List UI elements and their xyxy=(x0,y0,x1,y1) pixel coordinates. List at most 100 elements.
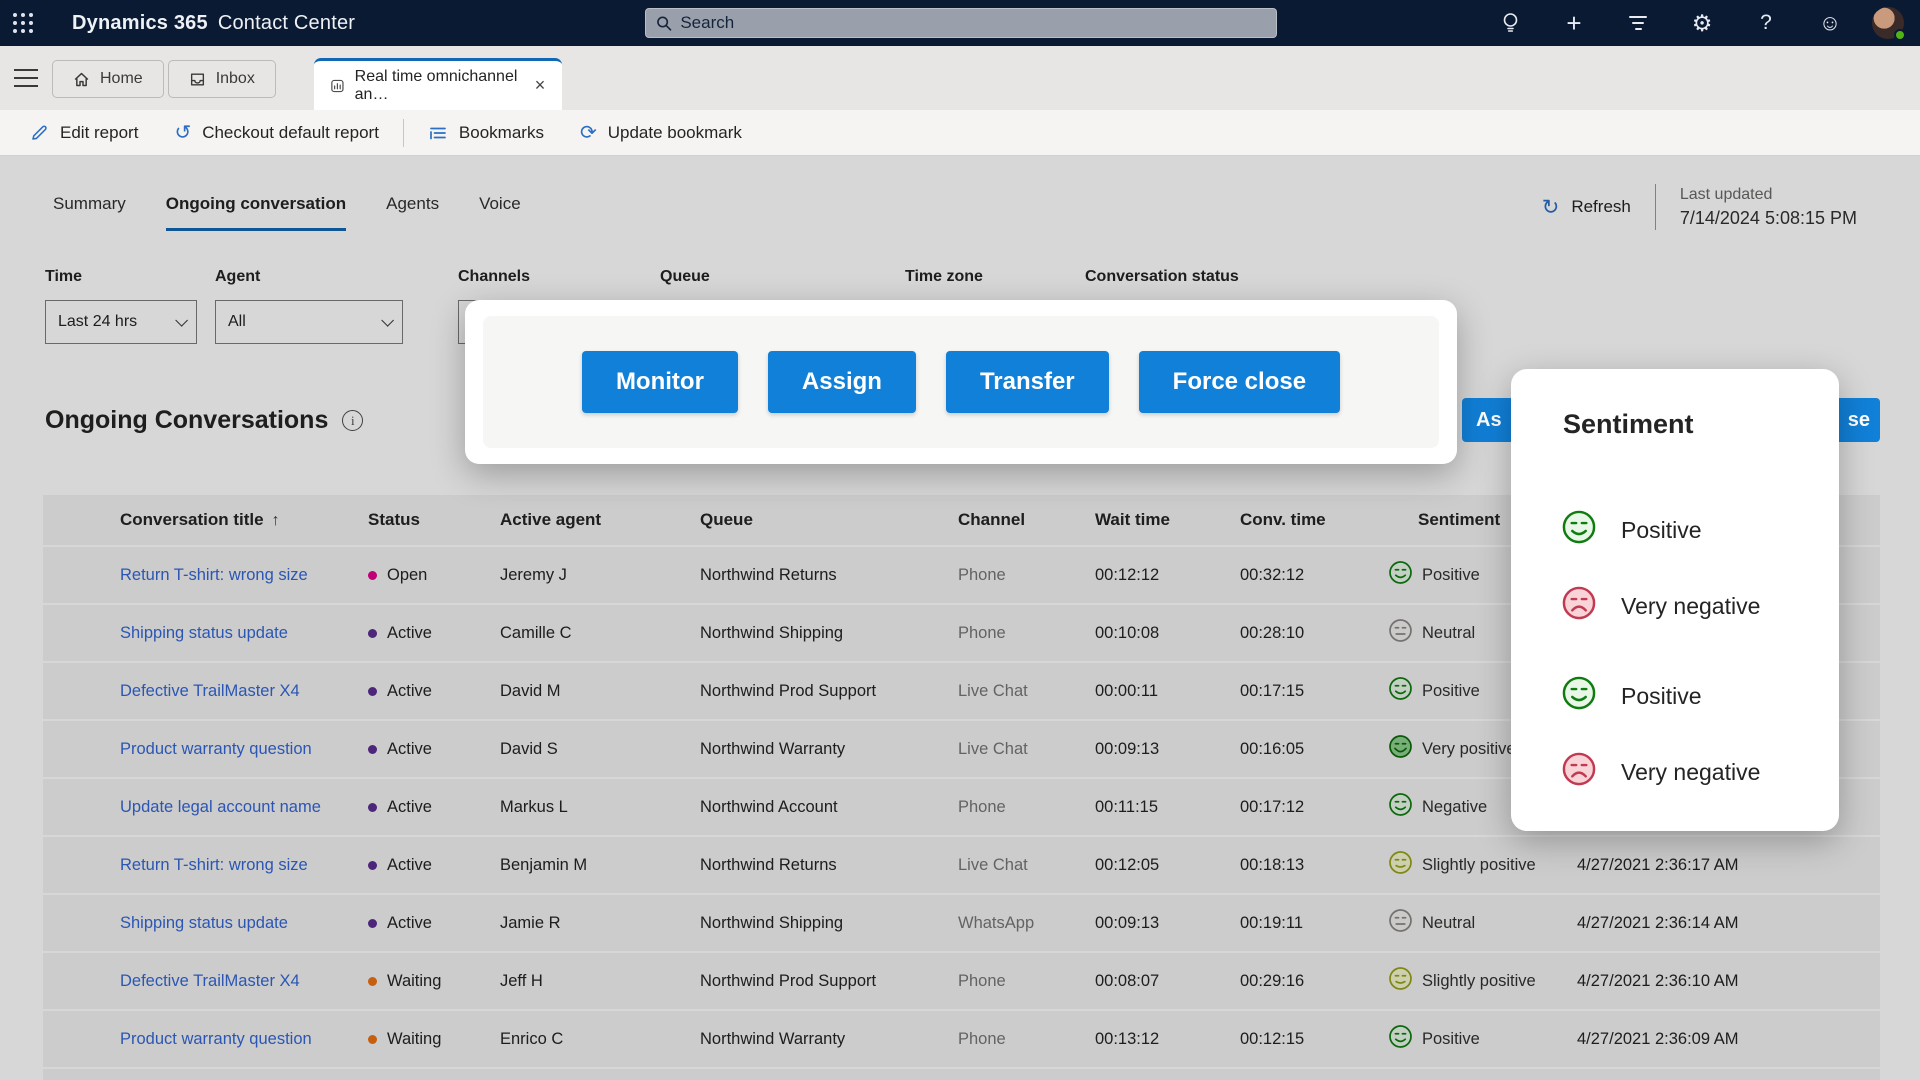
conv-time-cell: 00:29:16 xyxy=(1240,971,1305,990)
table-row: Defective TrailMaster X4 Waiting Jeff H … xyxy=(43,953,1880,1011)
table-row: Product warranty question Waiting Enrico… xyxy=(43,1011,1880,1069)
col-header-queue[interactable]: Queue xyxy=(700,510,753,529)
info-icon[interactable]: i xyxy=(342,410,364,431)
chevron-down-icon xyxy=(175,313,188,327)
monitor-button[interactable]: Monitor xyxy=(581,351,738,413)
sentiment-face-icon xyxy=(1388,618,1413,648)
filter-icon[interactable] xyxy=(1606,0,1670,46)
conversation-title-link[interactable]: Shipping status update xyxy=(120,913,288,932)
wait-time-cell: 00:11:15 xyxy=(1095,797,1159,816)
channel-cell: Phone xyxy=(958,623,1006,642)
sentiment-cell: Neutral xyxy=(1388,908,1577,938)
settings-gear-icon[interactable]: ⚙ xyxy=(1691,9,1713,36)
sync-icon: ⟳ xyxy=(579,121,597,144)
top-app-bar: Dynamics 365 Contact Center + ⚙ ? ☺ xyxy=(0,0,1920,46)
edit-report-button[interactable]: Edit report xyxy=(0,110,156,155)
inbox-icon xyxy=(190,72,204,86)
tab-real-time-omnichannel-analytics[interactable]: Real time omnichannel an… × xyxy=(313,58,562,110)
active-agent-cell: Jeff H xyxy=(500,971,543,990)
tab-voice[interactable]: Voice xyxy=(479,194,521,213)
col-header-sentiment[interactable]: Sentiment xyxy=(1418,510,1501,529)
tab-ongoing-conversation[interactable]: Ongoing conversation xyxy=(165,194,347,231)
checkout-default-report-button[interactable]: ↺ Checkout default report xyxy=(156,110,396,155)
transfer-button[interactable]: Transfer xyxy=(945,351,1109,413)
tab-summary[interactable]: Summary xyxy=(53,194,126,213)
conversation-title-link[interactable]: Defective TrailMaster X4 xyxy=(120,971,300,990)
col-header-channel[interactable]: Channel xyxy=(958,510,1026,529)
tab-home-label: Home xyxy=(100,70,143,87)
status-dot xyxy=(368,686,377,696)
app-launcher-waffle-icon[interactable] xyxy=(0,0,46,46)
conversation-title-link[interactable]: Return T-shirt: wrong size xyxy=(120,855,308,874)
assign-button-fragment[interactable]: As xyxy=(1462,398,1512,442)
add-icon[interactable]: + xyxy=(1566,7,1582,38)
sentiment-legend-item: Positive xyxy=(1561,509,1702,551)
undo-icon: ↺ xyxy=(174,121,192,144)
col-header-active-agent[interactable]: Active agent xyxy=(500,510,602,529)
col-header-wait-time[interactable]: Wait time xyxy=(1095,510,1170,529)
col-header-status[interactable]: Status xyxy=(368,510,420,529)
bookmarks-button[interactable]: Bookmarks xyxy=(410,110,562,155)
report-canvas: Summary Ongoing conversation Agents Voic… xyxy=(0,156,1920,1080)
refresh-icon: ↻ xyxy=(1541,195,1560,219)
wait-time-cell: 00:09:13 xyxy=(1095,913,1160,932)
sentiment-face-icon xyxy=(1388,966,1413,996)
filter-time-dropdown[interactable]: Last 24 hrs xyxy=(45,300,197,344)
queue-cell: Northwind Warranty xyxy=(700,739,846,758)
table-row: Return T-shirt: wrong size Active Benjam… xyxy=(43,837,1880,895)
wait-time-cell: 00:00:11 xyxy=(1095,681,1159,700)
active-agent-cell: Camille C xyxy=(500,623,572,642)
sentiment-label: Very positive xyxy=(1422,739,1516,758)
conversation-title-link[interactable]: Product warranty question xyxy=(120,1029,312,1048)
filter-agent-label: Agent xyxy=(215,268,261,285)
avatar[interactable] xyxy=(1872,7,1906,41)
filter-agent-dropdown[interactable]: All xyxy=(215,300,403,344)
hamburger-menu-icon[interactable] xyxy=(0,46,52,110)
status-dot xyxy=(368,1034,377,1044)
filter-conversation-status: Conversation status xyxy=(1085,268,1239,300)
update-bookmark-label: Update bookmark xyxy=(607,122,742,142)
very-negative-face-icon xyxy=(1561,585,1597,627)
feedback-smiley-icon[interactable]: ☺ xyxy=(1818,10,1842,35)
tab-home[interactable]: Home xyxy=(52,60,164,98)
conversation-title-link[interactable]: Product warranty question xyxy=(120,739,312,758)
active-agent-cell: Markus L xyxy=(500,797,568,816)
status-cell: Open xyxy=(368,566,500,585)
conversation-title-link[interactable]: Defective TrailMaster X4 xyxy=(120,681,300,700)
sentiment-face-icon xyxy=(1388,560,1413,590)
lightbulb-icon[interactable] xyxy=(1478,0,1542,46)
help-icon[interactable]: ? xyxy=(1760,11,1772,34)
conversation-title-link[interactable]: Update legal account name xyxy=(120,797,321,816)
conversation-title-link[interactable]: Return T-shirt: wrong size xyxy=(120,565,308,584)
conversation-title-link[interactable]: Shipping status update xyxy=(120,623,288,642)
search-input[interactable] xyxy=(680,13,1266,33)
queue-cell: Northwind Prod Support xyxy=(700,681,877,700)
queue-cell: Northwind Account xyxy=(700,797,838,816)
wait-time-cell: 00:09:13 xyxy=(1095,739,1160,758)
sentiment-cell: Slightly positive xyxy=(1388,966,1577,996)
force-close-button[interactable]: Force close xyxy=(1138,351,1341,413)
channel-cell: Phone xyxy=(958,971,1006,990)
status-label: Active xyxy=(387,739,432,758)
status-label: Active xyxy=(387,855,432,874)
global-search[interactable] xyxy=(645,8,1277,38)
conv-time-cell: 00:17:15 xyxy=(1240,681,1305,700)
col-header-conv-time[interactable]: Conv. time xyxy=(1240,510,1326,529)
sentiment-cell: Negative xyxy=(1388,792,1577,822)
sentiment-label: Slightly positive xyxy=(1422,855,1536,874)
status-cell: Active xyxy=(368,624,500,643)
status-dot xyxy=(368,744,377,754)
status-label: Open xyxy=(387,565,428,584)
status-cell: Active xyxy=(368,914,500,933)
refresh-button[interactable]: ↻ Refresh xyxy=(1542,195,1631,220)
close-tab-icon[interactable]: × xyxy=(534,75,546,95)
col-header-conversation-title[interactable]: Conversation title ↑ xyxy=(120,510,280,529)
assign-button[interactable]: Assign xyxy=(767,351,916,413)
filter-time-zone-label: Time zone xyxy=(905,268,983,285)
tab-agents[interactable]: Agents xyxy=(386,194,440,213)
tab-inbox[interactable]: Inbox xyxy=(167,60,276,98)
update-bookmark-button[interactable]: ⟳ Update bookmark xyxy=(562,110,760,155)
force-close-button-fragment[interactable]: se xyxy=(1838,398,1880,442)
tab-inbox-label: Inbox xyxy=(215,70,255,87)
sentiment-label: Neutral xyxy=(1422,913,1476,932)
